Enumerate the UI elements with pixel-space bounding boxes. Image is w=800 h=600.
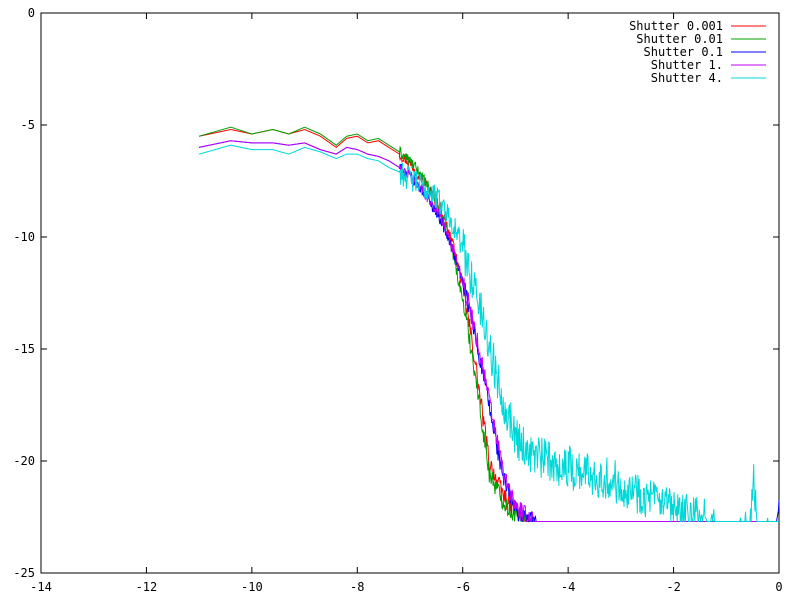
- y-tick-label: -10: [13, 230, 35, 244]
- x-tick-label: -12: [136, 580, 158, 594]
- plot-frame: [40, 12, 780, 574]
- y-tick-label: -5: [21, 118, 35, 132]
- series-line: [198, 128, 542, 522]
- x-tick-label: -2: [666, 580, 680, 594]
- legend-label: Shutter 4.: [651, 71, 723, 85]
- x-tick-label: 0: [775, 580, 782, 594]
- x-tick-label: -4: [561, 580, 575, 594]
- axis-ticks: -14 -12 -10 -8 -6 -4 -2 00-5-10-15-20-25: [13, 6, 782, 594]
- y-tick-label: -25: [13, 566, 35, 580]
- x-tick-label: -8: [350, 580, 364, 594]
- x-tick-label: -6: [455, 580, 469, 594]
- series-line: [198, 126, 542, 522]
- series-line: [198, 144, 779, 522]
- y-tick-label: -15: [13, 342, 35, 356]
- y-tick-label: -20: [13, 454, 35, 468]
- series-layer: [198, 126, 780, 523]
- x-tick-label: -14: [30, 580, 52, 594]
- x-tick-label: -10: [241, 580, 263, 594]
- legend-label: Shutter 0.1: [644, 45, 723, 59]
- legend-label: Shutter 0.01: [636, 32, 723, 46]
- legend-label: Shutter 1.: [651, 58, 723, 72]
- y-tick-label: 0: [28, 6, 35, 20]
- legend-label: Shutter 0.001: [629, 19, 723, 33]
